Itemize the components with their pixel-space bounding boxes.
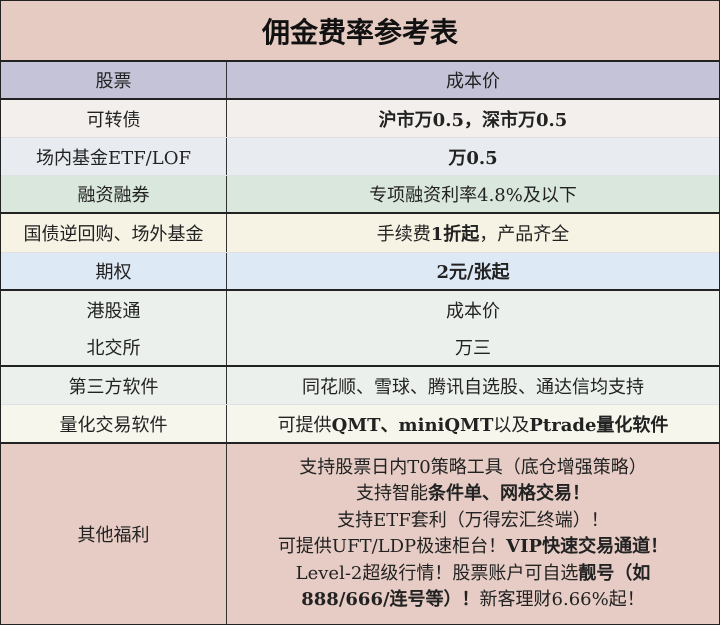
row-label: 期权 [1, 253, 227, 289]
row-label: 量化交易软件 [1, 405, 227, 442]
table-row: 量化交易软件 可提供 QMT、miniQMT 以及 Ptrade量化软件 [1, 405, 719, 444]
row-value: 同花顺、雪球、腾讯自选股、通达信均支持 [302, 376, 644, 398]
table-title: 佣金费率参考表 [1, 1, 719, 62]
row-value: 支持股票日内T0策略工具（底仓增强策略） 支持智能条件单、网格交易！ 支持ETF… [227, 444, 719, 624]
value-text: 以及 [493, 414, 530, 436]
row-label: 第三方软件 [1, 367, 227, 404]
value-text: 手续费 [376, 224, 431, 245]
table-row: 期权 2元/张起 [1, 253, 719, 291]
row-value: 万0.5 [227, 138, 719, 175]
benefit-line: 支持股票日内T0策略工具（底仓增强策略） [299, 456, 647, 478]
header-col1: 股票 [1, 62, 227, 98]
benefit-line: 888/666/连号等）！新客理财6.66%起！ [301, 589, 645, 610]
benefit-line: 支持智能条件单、网格交易！ [356, 483, 590, 504]
row-value: 成本价 [446, 301, 500, 322]
row-value: 专项融资利率4.8%及以下 [369, 185, 577, 206]
table-row: 国债逆回购、场外基金 手续费 1折起 ，产品齐全 [1, 214, 719, 253]
row-label: 可转债 [1, 100, 227, 137]
benefit-line: 支持ETF套利（万得宏汇终端）！ [337, 509, 609, 531]
value-text: 万0.5 [448, 147, 498, 169]
value-text: 2元/张起 [436, 262, 510, 283]
table-row: 港股通 成本价 [1, 291, 719, 329]
table-row: 融资融券 专项融资利率4.8%及以下 [1, 176, 719, 214]
value-text: ，产品齐全 [479, 224, 570, 245]
row-label: 融资融券 [1, 176, 227, 212]
table-row: 可转债 沪市万0.5，深市万0.5 [1, 100, 719, 138]
table-row: 其他福利 支持股票日内T0策略工具（底仓增强策略） 支持智能条件单、网格交易！ … [1, 444, 719, 624]
table-row: 第三方软件 同花顺、雪球、腾讯自选股、通达信均支持 [1, 367, 719, 405]
value-bold: 1折起 [430, 224, 480, 245]
table-row: 场内基金ETF/LOF 万0.5 [1, 138, 719, 176]
benefit-line: Level-2超级行情！股票账户可自选靓号（如 [295, 562, 651, 584]
value-bold: QMT、miniQMT [331, 414, 494, 436]
row-label: 北交所 [1, 329, 227, 365]
value-text: 沪市万0.5，深市万0.5 [378, 109, 568, 131]
value-bold: Ptrade量化软件 [529, 414, 669, 436]
value-text: 可提供 [277, 414, 332, 436]
row-value: 2元/张起 [227, 253, 719, 289]
benefit-line: 可提供UFT/LDP极速柜台！VIP快速交易通道！ [277, 536, 669, 557]
row-label: 其他福利 [1, 444, 227, 624]
row-value: 可提供 QMT、miniQMT 以及 Ptrade量化软件 [227, 405, 719, 442]
row-value: 沪市万0.5，深市万0.5 [227, 100, 719, 137]
row-label: 港股通 [1, 291, 227, 329]
row-label: 场内基金ETF/LOF [1, 138, 227, 175]
table-header: 股票 成本价 [1, 62, 719, 100]
row-label: 国债逆回购、场外基金 [1, 214, 227, 252]
header-col2: 成本价 [446, 71, 500, 92]
row-value: 万三 [455, 338, 491, 359]
table-row: 北交所 万三 [1, 329, 719, 367]
row-value: 手续费 1折起 ，产品齐全 [227, 214, 719, 252]
